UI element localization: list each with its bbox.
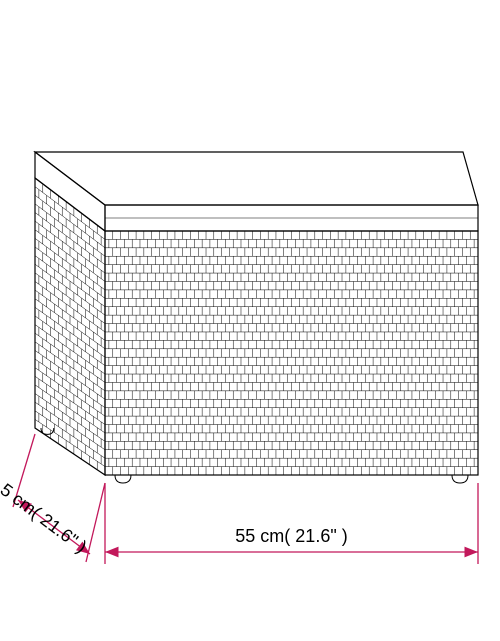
- width-label: 55 cm( 21.6" ): [235, 526, 347, 546]
- weave-front: [105, 231, 478, 475]
- diagram-container: 55 cm( 21.6" ) 5 cm( 21.6" ): [0, 0, 500, 641]
- depth-label: 5 cm( 21.6" ): [0, 479, 91, 556]
- technical-drawing: 55 cm( 21.6" ) 5 cm( 21.6" ): [0, 0, 500, 641]
- dimensions: 55 cm( 21.6" ) 5 cm( 21.6" ): [0, 434, 478, 564]
